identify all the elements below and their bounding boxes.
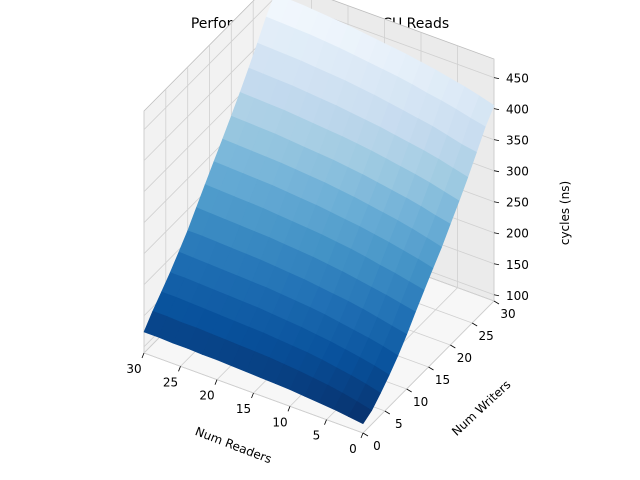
z-tick-mark [493, 108, 500, 111]
y-tick-label: 5 [395, 417, 403, 431]
y-tick-label: 25 [479, 329, 494, 343]
x-tick-mark [214, 379, 218, 385]
y-tick-mark [450, 344, 456, 349]
z-tick-label: 450 [506, 72, 529, 86]
y-tick-mark [362, 432, 369, 437]
z-tick-mark [493, 232, 500, 235]
x-tick-label: 0 [349, 442, 357, 456]
z-tick-label: 200 [506, 227, 529, 241]
y-axis-label: Num Writers [449, 377, 513, 438]
z-tick-mark [493, 77, 500, 80]
y-tick-mark [428, 366, 434, 371]
y-tick-label: 15 [435, 373, 450, 387]
y-tick-mark [406, 388, 412, 393]
x-tick-label: 20 [199, 389, 214, 403]
z-tick-mark [493, 294, 500, 297]
x-tick-mark [251, 392, 254, 399]
x-tick-label: 10 [272, 415, 287, 429]
y-tick-mark [493, 300, 500, 305]
z-tick-mark [493, 170, 500, 173]
x-tick-mark [141, 352, 145, 359]
y-tick-label: 0 [373, 439, 381, 453]
x-tick-mark [324, 419, 327, 425]
x-tick-label: 30 [126, 362, 141, 376]
z-axis-label: cycles (ns) [558, 181, 572, 245]
x-tick-label: 5 [313, 429, 321, 443]
z-tick-label: 400 [506, 103, 529, 117]
z-tick-label: 300 [506, 165, 529, 179]
surface-plot [143, 0, 495, 425]
z-tick-mark [493, 201, 500, 204]
x-tick-label: 25 [163, 375, 178, 389]
axis-ticks: 0510152025300510152025301001502002503003… [126, 72, 529, 456]
y-tick-label: 10 [413, 395, 428, 409]
z-tick-label: 150 [506, 258, 529, 272]
x-tick-mark [287, 406, 291, 412]
y-tick-label: 30 [500, 307, 515, 321]
y-tick-mark [471, 322, 478, 327]
y-tick-mark [384, 410, 391, 415]
z-tick-label: 350 [506, 134, 529, 148]
x-tick-mark [178, 366, 181, 372]
z-tick-mark [493, 263, 500, 266]
z-tick-mark [493, 139, 500, 142]
x-tick-label: 15 [236, 402, 251, 416]
grid-line-z [143, 0, 495, 130]
y-tick-label: 20 [457, 351, 472, 365]
z-tick-label: 100 [506, 289, 529, 303]
x-tick-mark [360, 432, 364, 439]
x-axis-label: Num Readers [193, 424, 273, 466]
surface-patch [347, 401, 373, 425]
z-tick-label: 250 [506, 196, 529, 210]
